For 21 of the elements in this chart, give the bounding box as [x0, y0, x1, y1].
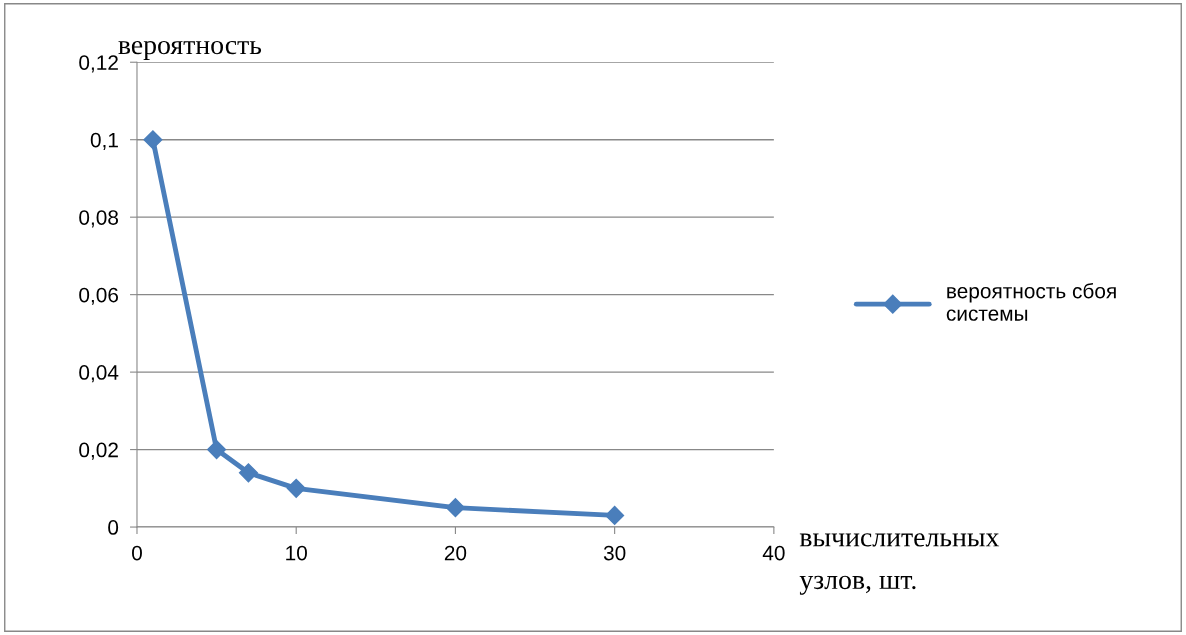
y-tick-label: 0: [108, 520, 119, 535]
x-tick-label: 40: [762, 545, 785, 561]
point: [143, 130, 163, 150]
y-tick-label: 0,02: [79, 442, 118, 460]
y-tick-label: 0,12: [79, 55, 118, 73]
y-tick-label: 0,1: [90, 132, 118, 150]
x-axis-title: вычислительных узлов, шт.: [799, 533, 1000, 595]
y-axis-title: вероятность: [118, 40, 262, 60]
point: [445, 498, 465, 518]
y-tick-label: 0,08: [79, 210, 119, 228]
x-tick-label: 0: [132, 545, 142, 561]
legend-label: вероятность сбоя системы: [946, 282, 1116, 321]
x-tick-label: 30: [603, 545, 626, 561]
x-tick-label: 10: [286, 545, 307, 561]
point: [238, 463, 258, 483]
y-tick-label: 0,06: [79, 287, 119, 305]
point: [207, 440, 227, 460]
point: [605, 505, 625, 525]
y-tick-label: 0,04: [79, 365, 119, 383]
x-tick-label: 20: [444, 545, 467, 561]
point: [286, 478, 306, 498]
